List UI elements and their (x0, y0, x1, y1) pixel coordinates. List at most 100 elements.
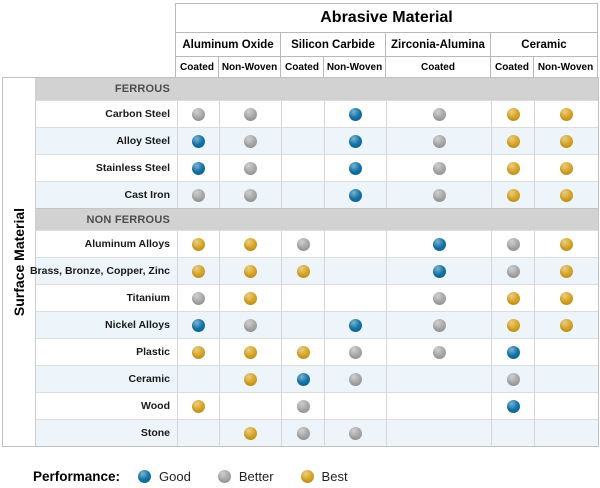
row-label: Brass, Bronze, Copper, Zinc (29, 265, 170, 277)
matrix-cell (324, 312, 386, 338)
rating-best-dot (244, 291, 257, 305)
rating-good-dot (192, 161, 205, 175)
matrix-cell (281, 312, 324, 338)
rating-best-dot (560, 134, 573, 148)
legend-item-label: Better (238, 468, 274, 484)
table-row: Wood (36, 392, 598, 419)
matrix-rows: FERROUS Carbon Steel Alloy Steel Stainless … (29, 78, 598, 446)
matrix-cell (281, 128, 324, 154)
matrix-cell (219, 312, 281, 338)
matrix-cell (324, 285, 386, 311)
rating-best-dot (506, 161, 520, 175)
column-group-zirconia-alumina: Zirconia-Alumina (385, 33, 490, 56)
table-row: Stainless Steel (36, 154, 598, 181)
matrix-cell (491, 101, 534, 127)
rating-best-dot (506, 134, 520, 148)
table-row: Aluminum Alloys (36, 230, 598, 257)
matrix-cell (219, 101, 281, 127)
column-sub-aluminum-oxide-non-woven: Non-Woven (218, 57, 280, 77)
section-band-non-ferrous: NON FERROUS (36, 208, 598, 230)
matrix-cell (534, 155, 598, 181)
rating-better-dot (244, 188, 257, 202)
rating-best-dot (506, 188, 520, 202)
matrix-cell (177, 312, 219, 338)
rating-good-dot (192, 134, 205, 148)
matrix-cell (491, 366, 534, 392)
matrix-cell (324, 366, 386, 392)
matrix-cell (177, 258, 219, 284)
matrix-cell (219, 366, 281, 392)
table-row: Plastic (36, 338, 598, 365)
rating-best-dot (244, 237, 257, 251)
matrix-cell (534, 420, 598, 446)
table-row: Alloy Steel (36, 127, 598, 154)
matrix-cell (386, 182, 491, 208)
matrix-cell (281, 393, 324, 419)
column-group-ceramic: Ceramic (490, 33, 597, 56)
rating-better-dot (432, 188, 446, 202)
rating-good-dot (506, 399, 520, 413)
matrix-cell (219, 339, 281, 365)
rating-better-dot (506, 264, 520, 278)
rating-better-dot (432, 345, 446, 359)
matrix-cell (491, 182, 534, 208)
matrix-cell (281, 182, 324, 208)
table-row: Nickel Alloys (36, 311, 598, 338)
rating-good-dot (349, 161, 362, 175)
matrix-cell (534, 128, 598, 154)
legend-item-better: Better (217, 468, 274, 484)
rating-better-dot (349, 372, 362, 386)
matrix-cell (281, 339, 324, 365)
rating-best-dot (296, 264, 310, 278)
matrix-cell (177, 366, 219, 392)
surface-material-axis-label: Surface Material (11, 207, 28, 317)
matrix-cell (177, 101, 219, 127)
rating-best-dot (296, 345, 310, 359)
matrix-cell (281, 420, 324, 446)
matrix-cell (281, 231, 324, 257)
legend-good-dot (138, 469, 152, 483)
matrix-cell (219, 231, 281, 257)
matrix-cell (177, 231, 219, 257)
rating-best-dot (560, 161, 573, 175)
rating-better-dot (244, 134, 257, 148)
matrix-cell (219, 285, 281, 311)
matrix-cell (386, 339, 491, 365)
table-row: Stone (36, 419, 598, 446)
matrix-cell (491, 285, 534, 311)
rating-better-dot (432, 134, 446, 148)
abrasive-material-title: Abrasive Material (176, 4, 597, 33)
matrix-cell (534, 258, 598, 284)
matrix-cell (177, 339, 219, 365)
matrix-cell (324, 128, 386, 154)
rating-better-dot (192, 188, 205, 202)
rating-better-dot (432, 318, 446, 332)
matrix-cell (177, 128, 219, 154)
legend-item-label: Best (321, 468, 348, 484)
legend-better-dot (217, 469, 231, 483)
rating-good-dot (432, 264, 446, 278)
row-label: Plastic (136, 346, 170, 358)
rating-best-dot (244, 426, 257, 440)
rating-good-dot (296, 372, 310, 386)
table-row: Titanium (36, 284, 598, 311)
rating-good-dot (432, 237, 446, 251)
rating-good-dot (349, 318, 362, 332)
matrix-cell (534, 101, 598, 127)
row-label: Wood (141, 400, 170, 412)
matrix-cell (534, 285, 598, 311)
rating-good-dot (349, 107, 362, 121)
legend-item-label: Good (159, 468, 191, 484)
table-row: Brass, Bronze, Copper, Zinc (29, 257, 598, 284)
matrix-cell (534, 393, 598, 419)
matrix-cell (324, 182, 386, 208)
matrix-cell (386, 420, 491, 446)
matrix-cell (386, 312, 491, 338)
matrix-cell (281, 285, 324, 311)
matrix-cell (386, 155, 491, 181)
matrix-cell (491, 339, 534, 365)
matrix-cell (324, 231, 386, 257)
column-group-silicon-carbide: Silicon Carbide (280, 33, 385, 56)
rating-good-dot (506, 345, 520, 359)
